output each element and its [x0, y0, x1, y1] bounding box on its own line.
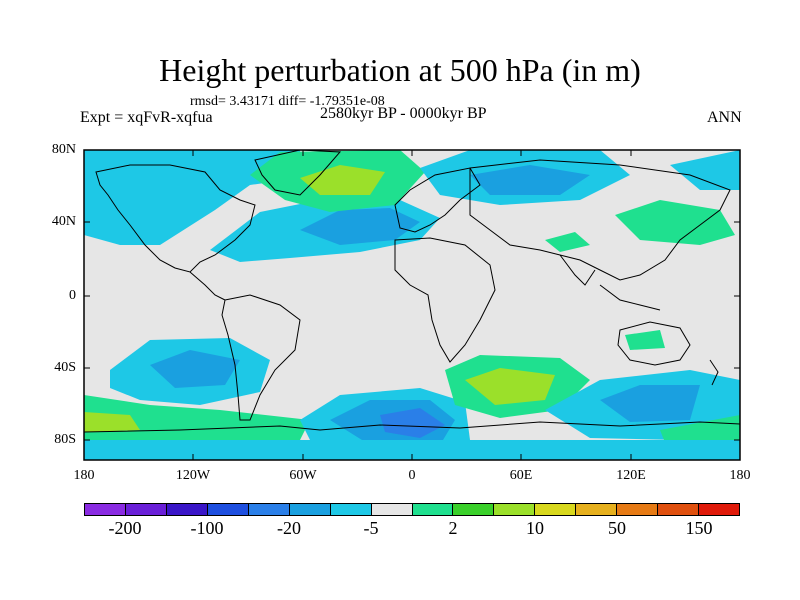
contour-southern-ocean-yellowgreen-west: [84, 412, 140, 432]
legend-label-minus20: -20: [277, 518, 301, 538]
contour-nh-west-cyan: [84, 150, 300, 245]
legend-label-10: 10: [526, 518, 544, 538]
x-tick-60e: 60E: [509, 468, 533, 483]
legend-swatch-8: [412, 504, 454, 515]
legend-swatch-1: [125, 504, 167, 515]
period-label: 2580kyr BP - 0000kyr BP: [320, 105, 487, 122]
y-tick-80s: 80S: [54, 432, 76, 447]
x-tick-180-west: 180: [73, 468, 95, 483]
contour-south-indian-yellowgreen: [465, 368, 555, 405]
contour-nh-eurasia-blue: [470, 165, 590, 195]
legend-swatch-4: [248, 504, 290, 515]
contour-coral-sea-green: [625, 330, 665, 350]
legend-swatch-3: [207, 504, 249, 515]
legend-label-50: 50: [608, 518, 626, 538]
contour-mideast-green: [545, 232, 590, 252]
legend-swatch-11: [535, 504, 577, 515]
map-title: Height perturbation at 500 hPa (in m): [159, 52, 641, 88]
contour-greenland-yellowgreen: [300, 165, 385, 195]
legend-swatch-13: [617, 504, 659, 515]
legend-label-150: 150: [685, 518, 713, 538]
coast-europe: [394, 167, 481, 233]
legend-label-minus200: -200: [108, 518, 142, 538]
x-tick-0: 0: [408, 468, 416, 483]
contour-south-pacific-blue: [150, 350, 240, 388]
coast-central-america: [189, 271, 226, 301]
contour-antarctica-cyan: [84, 440, 740, 460]
x-tick-60w: 60W: [289, 468, 317, 483]
legend-swatch-5: [289, 504, 331, 515]
contour-south-atlantic-deepblue: [380, 408, 445, 438]
legend-label-minus5: -5: [363, 518, 379, 538]
coast-asia: [469, 159, 731, 281]
x-tick-120e: 120E: [616, 468, 646, 483]
legend-swatch-7: [371, 504, 413, 515]
legend-swatch-14: [658, 504, 700, 515]
y-tick-40s: 40S: [54, 360, 76, 375]
coast-north-america: [95, 164, 256, 273]
y-tick-0: 0: [69, 288, 76, 303]
legend-swatch-12: [576, 504, 618, 515]
contour-nh-atlantic-blue: [300, 208, 420, 245]
contour-layer: [84, 150, 740, 460]
legend-swatch-15: [699, 504, 739, 515]
x-tick-120w: 120W: [175, 468, 211, 483]
contour-south-australia-blue: [600, 385, 700, 422]
legend-swatch-0: [85, 504, 126, 515]
x-tick-180-east: 180: [729, 468, 751, 483]
coast-antarctica: [84, 421, 740, 433]
legend-swatch-6: [330, 504, 372, 515]
contour-nh-pacific-green: [615, 200, 735, 245]
coast-south-america: [221, 294, 301, 421]
coast-india: [559, 254, 596, 286]
legend-swatch-2: [166, 504, 208, 515]
tick-marks: [84, 149, 740, 460]
y-tick-80n: 80N: [51, 142, 76, 157]
legend-swatch-10: [494, 504, 536, 515]
coast-australia: [617, 321, 691, 366]
coast-southeast-asia: [599, 284, 661, 311]
experiment-label: Expt = xqFvR-xqfua: [80, 109, 213, 126]
stats-line: rmsd= 3.43171 diff= -1.79351e-08: [190, 94, 385, 109]
legend-swatch-9: [453, 504, 495, 515]
coast-africa: [394, 237, 496, 363]
legend-label-2: 2: [448, 518, 458, 538]
contour-southern-ocean-green-west: [84, 395, 310, 440]
legend-colorbar: [84, 503, 740, 516]
legend-label-minus100: -100: [190, 518, 224, 538]
season-label: ANN: [707, 109, 742, 126]
coast-new-zealand: [709, 359, 719, 386]
contour-nh-east-cyan: [670, 150, 740, 190]
y-tick-40n: 40N: [51, 214, 76, 229]
